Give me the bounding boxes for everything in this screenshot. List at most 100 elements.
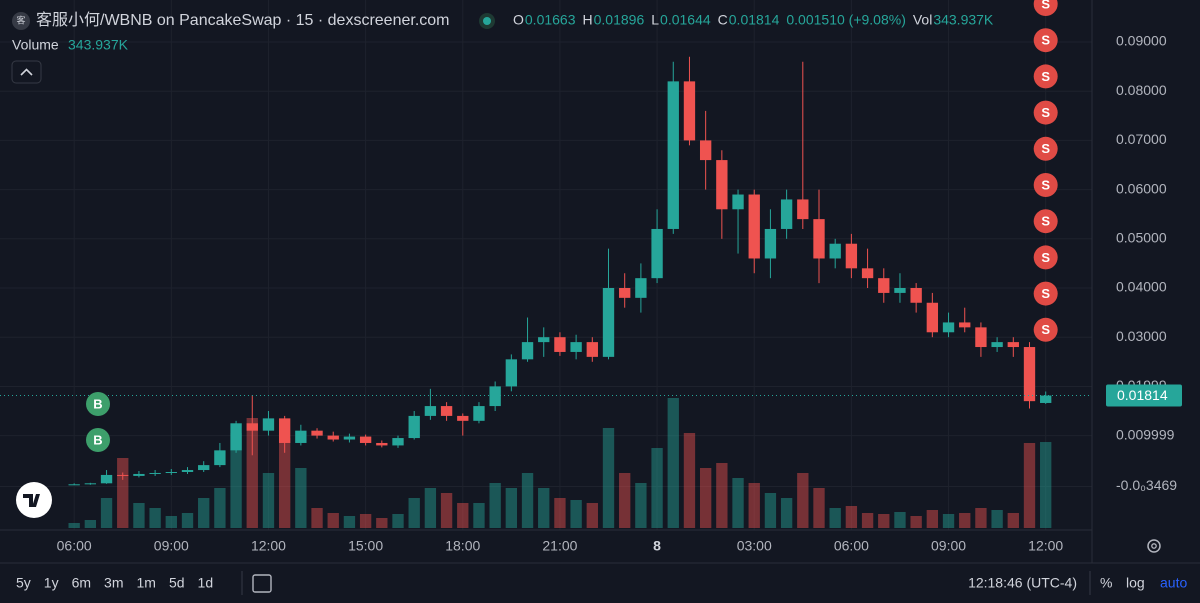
settings-icon[interactable] xyxy=(1147,539,1161,553)
candle-body xyxy=(829,243,841,259)
candle-body xyxy=(878,278,890,293)
volume-bar xyxy=(748,483,760,528)
volume-bar xyxy=(813,488,825,528)
candle-body xyxy=(295,430,307,443)
candle-body xyxy=(748,194,760,259)
chart-title: 客服小何/WBNB on PancakeSwap · 15 · dexscree… xyxy=(36,11,450,29)
volume-bar xyxy=(683,433,696,528)
x-tick-label: 06:00 xyxy=(834,538,869,554)
x-tick-label: 09:00 xyxy=(154,538,189,554)
buy-marker-label: B xyxy=(93,396,102,411)
volume-bar xyxy=(214,488,226,528)
candle-body xyxy=(570,342,582,352)
sell-marker-label: S xyxy=(1041,214,1050,229)
sell-marker[interactable] xyxy=(1033,317,1058,342)
candle-body xyxy=(376,442,388,446)
buy-marker[interactable] xyxy=(86,428,110,452)
log-toggle[interactable]: log xyxy=(1126,575,1145,591)
volume-bar xyxy=(489,483,501,528)
volume-bar xyxy=(716,463,728,528)
volume-bar xyxy=(359,514,372,528)
x-tick-label: 03:00 xyxy=(737,538,772,554)
interval-button[interactable]: 5y xyxy=(16,575,31,591)
y-tick-label: 0.06000 xyxy=(1116,180,1167,196)
volume-bar xyxy=(68,523,80,528)
volume-value: 343.937K xyxy=(68,37,129,53)
candle-body xyxy=(797,199,809,220)
sell-marker[interactable] xyxy=(1033,100,1058,125)
volume-bar xyxy=(424,488,437,528)
volume-bar xyxy=(797,473,809,528)
sell-marker[interactable] xyxy=(1033,209,1058,234)
candle-body xyxy=(230,423,242,451)
volume-bar xyxy=(84,520,97,528)
candle-body xyxy=(683,81,696,141)
volume-bar xyxy=(440,493,453,528)
candle-body xyxy=(1023,347,1036,402)
volume-bar xyxy=(635,483,647,528)
volume-bar xyxy=(926,510,939,528)
token-icon xyxy=(12,12,30,30)
volume-bar xyxy=(975,508,987,528)
volume-bar xyxy=(1040,442,1052,528)
token-icon-glyph: 客 xyxy=(16,14,25,25)
interval-button[interactable]: 1y xyxy=(44,575,59,591)
volume-bar xyxy=(894,512,906,528)
y-tick-label: 0.03000 xyxy=(1116,328,1167,344)
interval-button[interactable]: 6m xyxy=(72,575,91,591)
volume-bar xyxy=(473,503,485,528)
x-tick-label: 09:00 xyxy=(931,538,966,554)
candle-body xyxy=(894,287,906,293)
sell-marker-label: S xyxy=(1041,286,1050,301)
y-tick-label: 0.07000 xyxy=(1116,131,1167,147)
collapse-button[interactable] xyxy=(11,60,42,84)
candle-body xyxy=(424,406,437,416)
goto-date-icon[interactable] xyxy=(252,574,272,593)
sell-marker-label: S xyxy=(1041,105,1050,120)
ohlc-c-label: C xyxy=(718,12,728,28)
volume-bar xyxy=(343,516,356,528)
sell-marker[interactable] xyxy=(1033,281,1058,306)
buy-marker[interactable] xyxy=(86,392,110,416)
candle-body xyxy=(667,81,679,229)
interval-button[interactable]: 3m xyxy=(104,575,123,591)
sell-marker[interactable] xyxy=(1033,245,1058,270)
collapse-arrow xyxy=(20,68,33,76)
volume-bar xyxy=(878,514,890,528)
volume-bar xyxy=(198,498,210,528)
settings-hub xyxy=(1151,543,1157,549)
candle-body xyxy=(311,430,323,436)
sell-marker-label: S xyxy=(1041,0,1050,11)
x-tick-label: 12:00 xyxy=(1028,538,1063,554)
sell-marker[interactable] xyxy=(1033,0,1058,16)
interval-button[interactable]: 1m xyxy=(137,575,156,591)
tv-logo-glyph xyxy=(23,494,40,507)
candle-body xyxy=(586,342,598,357)
volume-bar xyxy=(829,508,841,528)
ohlc-o-label: O xyxy=(513,12,524,28)
percent-toggle[interactable]: % xyxy=(1100,575,1112,591)
interval-button[interactable]: 1d xyxy=(198,575,214,591)
tv-logo[interactable] xyxy=(16,482,52,518)
status-dot xyxy=(483,17,491,25)
volume-bar xyxy=(554,498,566,528)
x-tick-label: 18:00 xyxy=(445,538,480,554)
interval-button[interactable]: 5d xyxy=(169,575,185,591)
sell-marker[interactable] xyxy=(1033,136,1058,161)
sell-marker[interactable] xyxy=(1033,28,1058,53)
sell-marker[interactable] xyxy=(1033,64,1058,89)
volume-title: Volume xyxy=(12,37,59,53)
volume-bar xyxy=(505,488,518,528)
sell-marker-label: S xyxy=(1041,33,1050,48)
y-tick-label: 0.08000 xyxy=(1116,82,1167,98)
auto-toggle[interactable]: auto xyxy=(1160,575,1187,591)
volume-bar xyxy=(651,448,663,528)
volume-bar xyxy=(149,508,161,528)
sell-marker[interactable] xyxy=(1033,173,1058,197)
volume-bar xyxy=(732,478,744,528)
candle-body xyxy=(651,228,663,279)
candle-body xyxy=(117,474,129,476)
volume-bar xyxy=(246,418,258,528)
